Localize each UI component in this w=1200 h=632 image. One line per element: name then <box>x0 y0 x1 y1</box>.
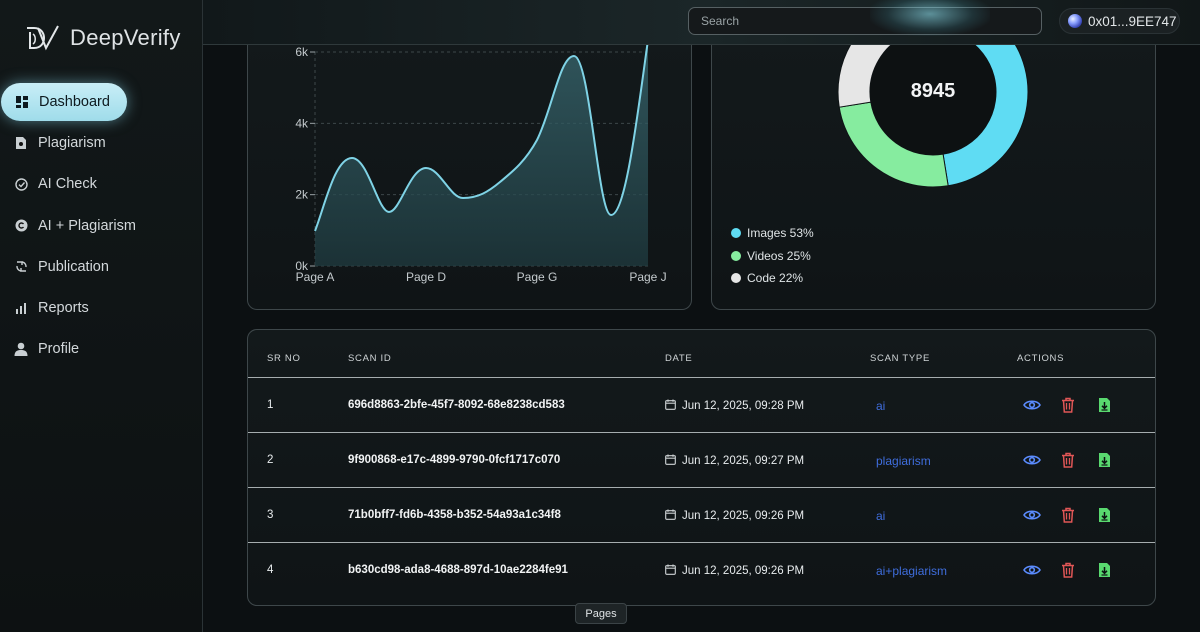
delete-icon[interactable] <box>1058 560 1078 580</box>
calendar-icon <box>665 564 676 575</box>
view-icon[interactable] <box>1022 560 1042 580</box>
header-date: DATE <box>665 353 693 364</box>
cell-date-text: Jun 12, 2025, 09:26 PM <box>682 510 805 522</box>
cell-scan-id: b630cd98-ada8-4688-897d-10ae2284fe91 <box>348 564 568 576</box>
table-row: 3 71b0bff7-fd6b-4358-b352-54a93a1c34f8 Jun… <box>248 488 1155 543</box>
cell-date-text: Jun 12, 2025, 09:27 PM <box>682 455 805 467</box>
download-icon[interactable] <box>1094 560 1114 580</box>
copyright-icon <box>14 219 28 233</box>
download-icon[interactable] <box>1094 395 1114 415</box>
cell-date: Jun 12, 2025, 09:27 PM <box>665 454 804 467</box>
cell-sr-no: 4 <box>267 564 274 576</box>
cell-scan-id: 71b0bff7-fd6b-4358-b352-54a93a1c34f8 <box>348 509 561 521</box>
cell-date-text: Jun 12, 2025, 09:28 PM <box>682 400 805 412</box>
deepverify-logo-icon <box>27 25 59 51</box>
cell-date-text: Jun 12, 2025, 09:26 PM <box>682 565 805 577</box>
cell-scan-type: plagiarism <box>876 454 931 468</box>
wallet-button[interactable]: 0x01...9EE747 <box>1059 8 1180 34</box>
bar-chart-icon <box>14 301 28 315</box>
cell-date: Jun 12, 2025, 09:26 PM <box>665 564 804 577</box>
header-scan-type: SCAN TYPE <box>870 353 930 364</box>
delete-icon[interactable] <box>1058 395 1078 415</box>
sidebar-item-label: Reports <box>38 299 89 316</box>
view-icon[interactable] <box>1022 450 1042 470</box>
view-icon[interactable] <box>1022 395 1042 415</box>
scans-table <box>247 329 1156 606</box>
sidebar-item-label: Plagiarism <box>38 135 106 152</box>
check-circle-icon <box>14 177 28 191</box>
sidebar-item-ai-plagiarism[interactable]: AI + Plagiarism <box>0 207 202 245</box>
cell-sr-no: 2 <box>267 454 274 466</box>
sidebar: DeepVerify Dashboard Plagiarism AI Check… <box>0 0 203 632</box>
wallet-avatar-icon <box>1068 14 1082 28</box>
header-scan-id: SCAN ID <box>348 353 392 364</box>
sidebar-item-dashboard[interactable]: Dashboard <box>1 83 127 121</box>
view-icon[interactable] <box>1022 505 1042 525</box>
cell-sr-no: 3 <box>267 509 274 521</box>
top-bar: 0x01...9EE747 <box>203 0 1200 45</box>
header-actions: ACTIONS <box>1017 353 1065 364</box>
legend-item-images: Images 53% <box>731 222 814 245</box>
cell-date: Jun 12, 2025, 09:28 PM <box>665 399 804 412</box>
row-actions <box>1022 505 1114 525</box>
sidebar-item-ai-check[interactable]: AI Check <box>0 165 202 203</box>
download-icon[interactable] <box>1094 450 1114 470</box>
row-actions <box>1022 450 1114 470</box>
header-sr-no: SR NO <box>267 353 301 364</box>
wallet-address: 0x01...9EE747 <box>1088 13 1177 29</box>
sidebar-item-label: AI Check <box>38 176 97 193</box>
cell-scan-type: ai <box>876 509 886 523</box>
legend-item-code: Code 22% <box>731 267 814 290</box>
publication-icon <box>14 260 28 274</box>
row-actions <box>1022 395 1114 415</box>
sidebar-nav: Dashboard Plagiarism AI Check AI + Plagi… <box>0 83 202 371</box>
cell-date: Jun 12, 2025, 09:26 PM <box>665 509 804 522</box>
download-icon[interactable] <box>1094 505 1114 525</box>
table-row: 1 696d8863-2bfe-45f7-8092-68e8238cd583 Jun… <box>248 378 1155 433</box>
document-icon <box>14 136 28 150</box>
calendar-icon <box>665 509 676 520</box>
search-input[interactable] <box>688 7 1042 35</box>
sidebar-item-label: Dashboard <box>39 94 110 110</box>
row-actions <box>1022 560 1114 580</box>
donut-legend: Images 53% Videos 25% Code 22% <box>731 222 814 290</box>
sidebar-item-reports[interactable]: Reports <box>0 289 202 327</box>
cell-scan-id: 696d8863-2bfe-45f7-8092-68e8238cd583 <box>348 399 565 411</box>
sidebar-item-label: Profile <box>38 341 80 358</box>
cell-scan-type: ai <box>876 399 886 413</box>
sidebar-item-publication[interactable]: Publication <box>0 248 202 286</box>
user-icon <box>14 342 28 357</box>
app-logo[interactable]: DeepVerify <box>24 24 181 52</box>
sidebar-item-label: Publication <box>38 258 109 275</box>
legend-dot <box>731 273 741 284</box>
table-row: 2 9f900868-e17c-4899-9790-0fcf1717c070 Jun… <box>248 433 1155 488</box>
sidebar-item-label: AI + Plagiarism <box>38 217 136 234</box>
pages-tooltip: Pages <box>575 603 627 624</box>
calendar-icon <box>665 399 676 410</box>
dashboard-icon <box>15 95 29 109</box>
delete-icon[interactable] <box>1058 505 1078 525</box>
table-row: 4 b630cd98-ada8-4688-897d-10ae2284fe91 Jun… <box>248 543 1155 597</box>
cell-sr-no: 1 <box>267 399 274 411</box>
legend-item-videos: Videos 25% <box>731 245 814 268</box>
app-name: DeepVerify <box>70 25 181 50</box>
cell-scan-type: ai+plagiarism <box>876 564 948 578</box>
cell-scan-id: 9f900868-e17c-4899-9790-0fcf1717c070 <box>348 454 561 466</box>
sidebar-item-profile[interactable]: Profile <box>0 330 202 368</box>
legend-dot <box>731 250 741 261</box>
delete-icon[interactable] <box>1058 450 1078 470</box>
sidebar-item-plagiarism[interactable]: Plagiarism <box>0 124 202 162</box>
area-chart-card <box>247 36 692 310</box>
table-header: SR NO SCAN ID DATE SCAN TYPE ACTIONS <box>248 340 1155 378</box>
calendar-icon <box>665 454 676 465</box>
legend-dot <box>731 228 741 239</box>
